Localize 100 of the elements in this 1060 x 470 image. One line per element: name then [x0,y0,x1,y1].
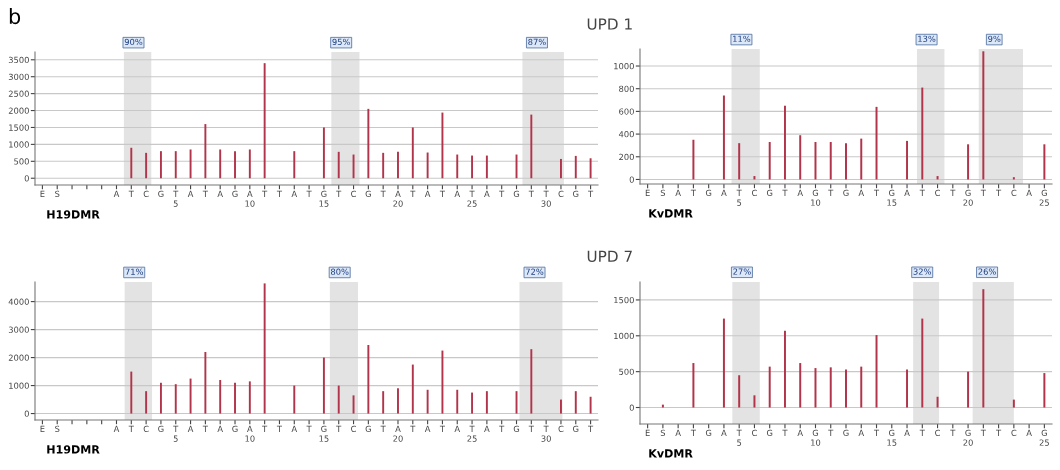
y-tick-label: 600 [619,108,634,115]
x-tick-label: G [158,425,164,433]
x-tick-label: G [843,429,849,437]
y-tick-label: 1000 [9,382,29,389]
x2-tick-label: 20 [963,439,973,446]
x-tick-label: C [935,429,941,437]
x-tick-label: E [40,190,45,197]
x-tick-label: A [454,425,461,432]
x-tick-label: T [306,425,312,432]
band-label: 95% [332,38,350,46]
x-tick-label: T [469,425,475,432]
x-tick-label: T [202,425,208,432]
x-tick-label: T [736,189,742,196]
x-tick-label: C [143,425,149,433]
y-tick-label: 500 [14,158,29,165]
band-label: 11% [733,35,751,42]
x-tick-label: A [187,190,194,197]
x-tick-label: T [439,425,445,432]
x-tick-label: G [965,189,971,197]
chart-title: UPD 7 [587,250,632,262]
x-tick-label: A [113,425,120,432]
y-tick-label: 800 [619,85,634,92]
x-tick-label: T [276,190,283,197]
x-tick-label: G [766,189,773,197]
x-tick-label: G [1041,189,1047,197]
x-tick-label: T [919,429,925,436]
x-tick-label: T [410,425,416,432]
x-tick-label: G [321,190,327,198]
x-axis-title: KvDMR [649,209,693,218]
x-tick-label: A [247,190,253,197]
x-tick-label: G [513,425,520,433]
x-tick-label: G [766,429,773,437]
x-tick-label: G [513,190,520,198]
x-tick-label: C [351,190,356,198]
x-tick-label: S [55,190,60,198]
y-tick-label: 2500 [8,90,29,97]
x-tick-label: C [1011,429,1017,437]
x-tick-label: A [675,429,681,436]
x-tick-label: C [752,429,757,437]
y-tick-label: 2000 [8,354,29,361]
x-tick-label: G [573,425,579,433]
x-tick-label: T [336,425,342,432]
x-tick-label: E [645,429,650,436]
x-tick-label: G [843,189,849,197]
x-tick-label: A [424,425,431,432]
x-tick-label: A [1026,189,1032,196]
x-tick-label: A [858,429,865,436]
x-tick-label: A [675,189,681,196]
x-tick-label: T [469,190,475,197]
x-tick-label: G [889,429,895,437]
x2-tick-label: 20 [393,435,403,442]
x-tick-label: T [782,189,788,196]
y-tick-label: 3000 [8,326,29,333]
x-tick-label: S [660,189,666,197]
x-tick-label: A [395,190,401,197]
x-tick-label: A [395,425,401,432]
x-tick-label: G [365,190,371,198]
x-axis-title: H19DMR [47,445,100,454]
y-tick-label: 0 [24,410,29,417]
x-tick-label: A [904,429,910,436]
x-tick-label: T [380,190,386,197]
y-tick-label: 3000 [8,73,29,80]
x-tick-label: S [660,429,666,437]
x-tick-label: T [996,189,1002,196]
band-label: 13% [918,35,936,42]
x-tick-label: T [262,425,268,432]
x-tick-label: T [128,425,134,432]
y-tick-label: 1500 [9,124,29,131]
y-tick-label: 0 [24,175,29,182]
x-tick-label: S [55,425,60,433]
band-label: 32% [913,268,932,275]
x-tick-label: C [558,425,564,433]
x-tick-label: T [499,190,505,197]
x2-tick-label: 10 [245,200,255,207]
x-tick-label: T [173,425,179,432]
x2-tick-label: 15 [319,435,329,442]
x-tick-label: T [543,425,549,432]
x-tick-label: G [812,429,819,437]
x-tick-label: T [690,429,696,436]
x-tick-label: C [935,189,941,197]
y-tick-label: 4000 [8,298,29,305]
x-tick-label: A [484,190,490,197]
x-tick-label: G [321,425,327,433]
x2-tick-label: 30 [541,435,551,442]
x-tick-label: A [797,189,803,196]
x-tick-label: A [721,429,727,436]
x-tick-label: T [306,190,312,197]
x-tick-label: T [873,189,880,196]
x-tick-label: G [705,189,712,197]
x-tick-label: T [919,189,925,196]
x-tick-label: T [336,190,342,197]
x-tick-label: E [40,425,45,432]
x-tick-label: T [262,190,268,197]
y-tick-label: 2000 [8,107,29,114]
x-tick-label: A [1026,429,1032,436]
x2-tick-label: 15 [887,439,897,446]
y-tick-label: 0 [629,176,634,183]
x2-tick-label: 25 [1039,439,1049,446]
x-tick-label: G [889,189,895,197]
x-tick-label: T [980,189,986,196]
